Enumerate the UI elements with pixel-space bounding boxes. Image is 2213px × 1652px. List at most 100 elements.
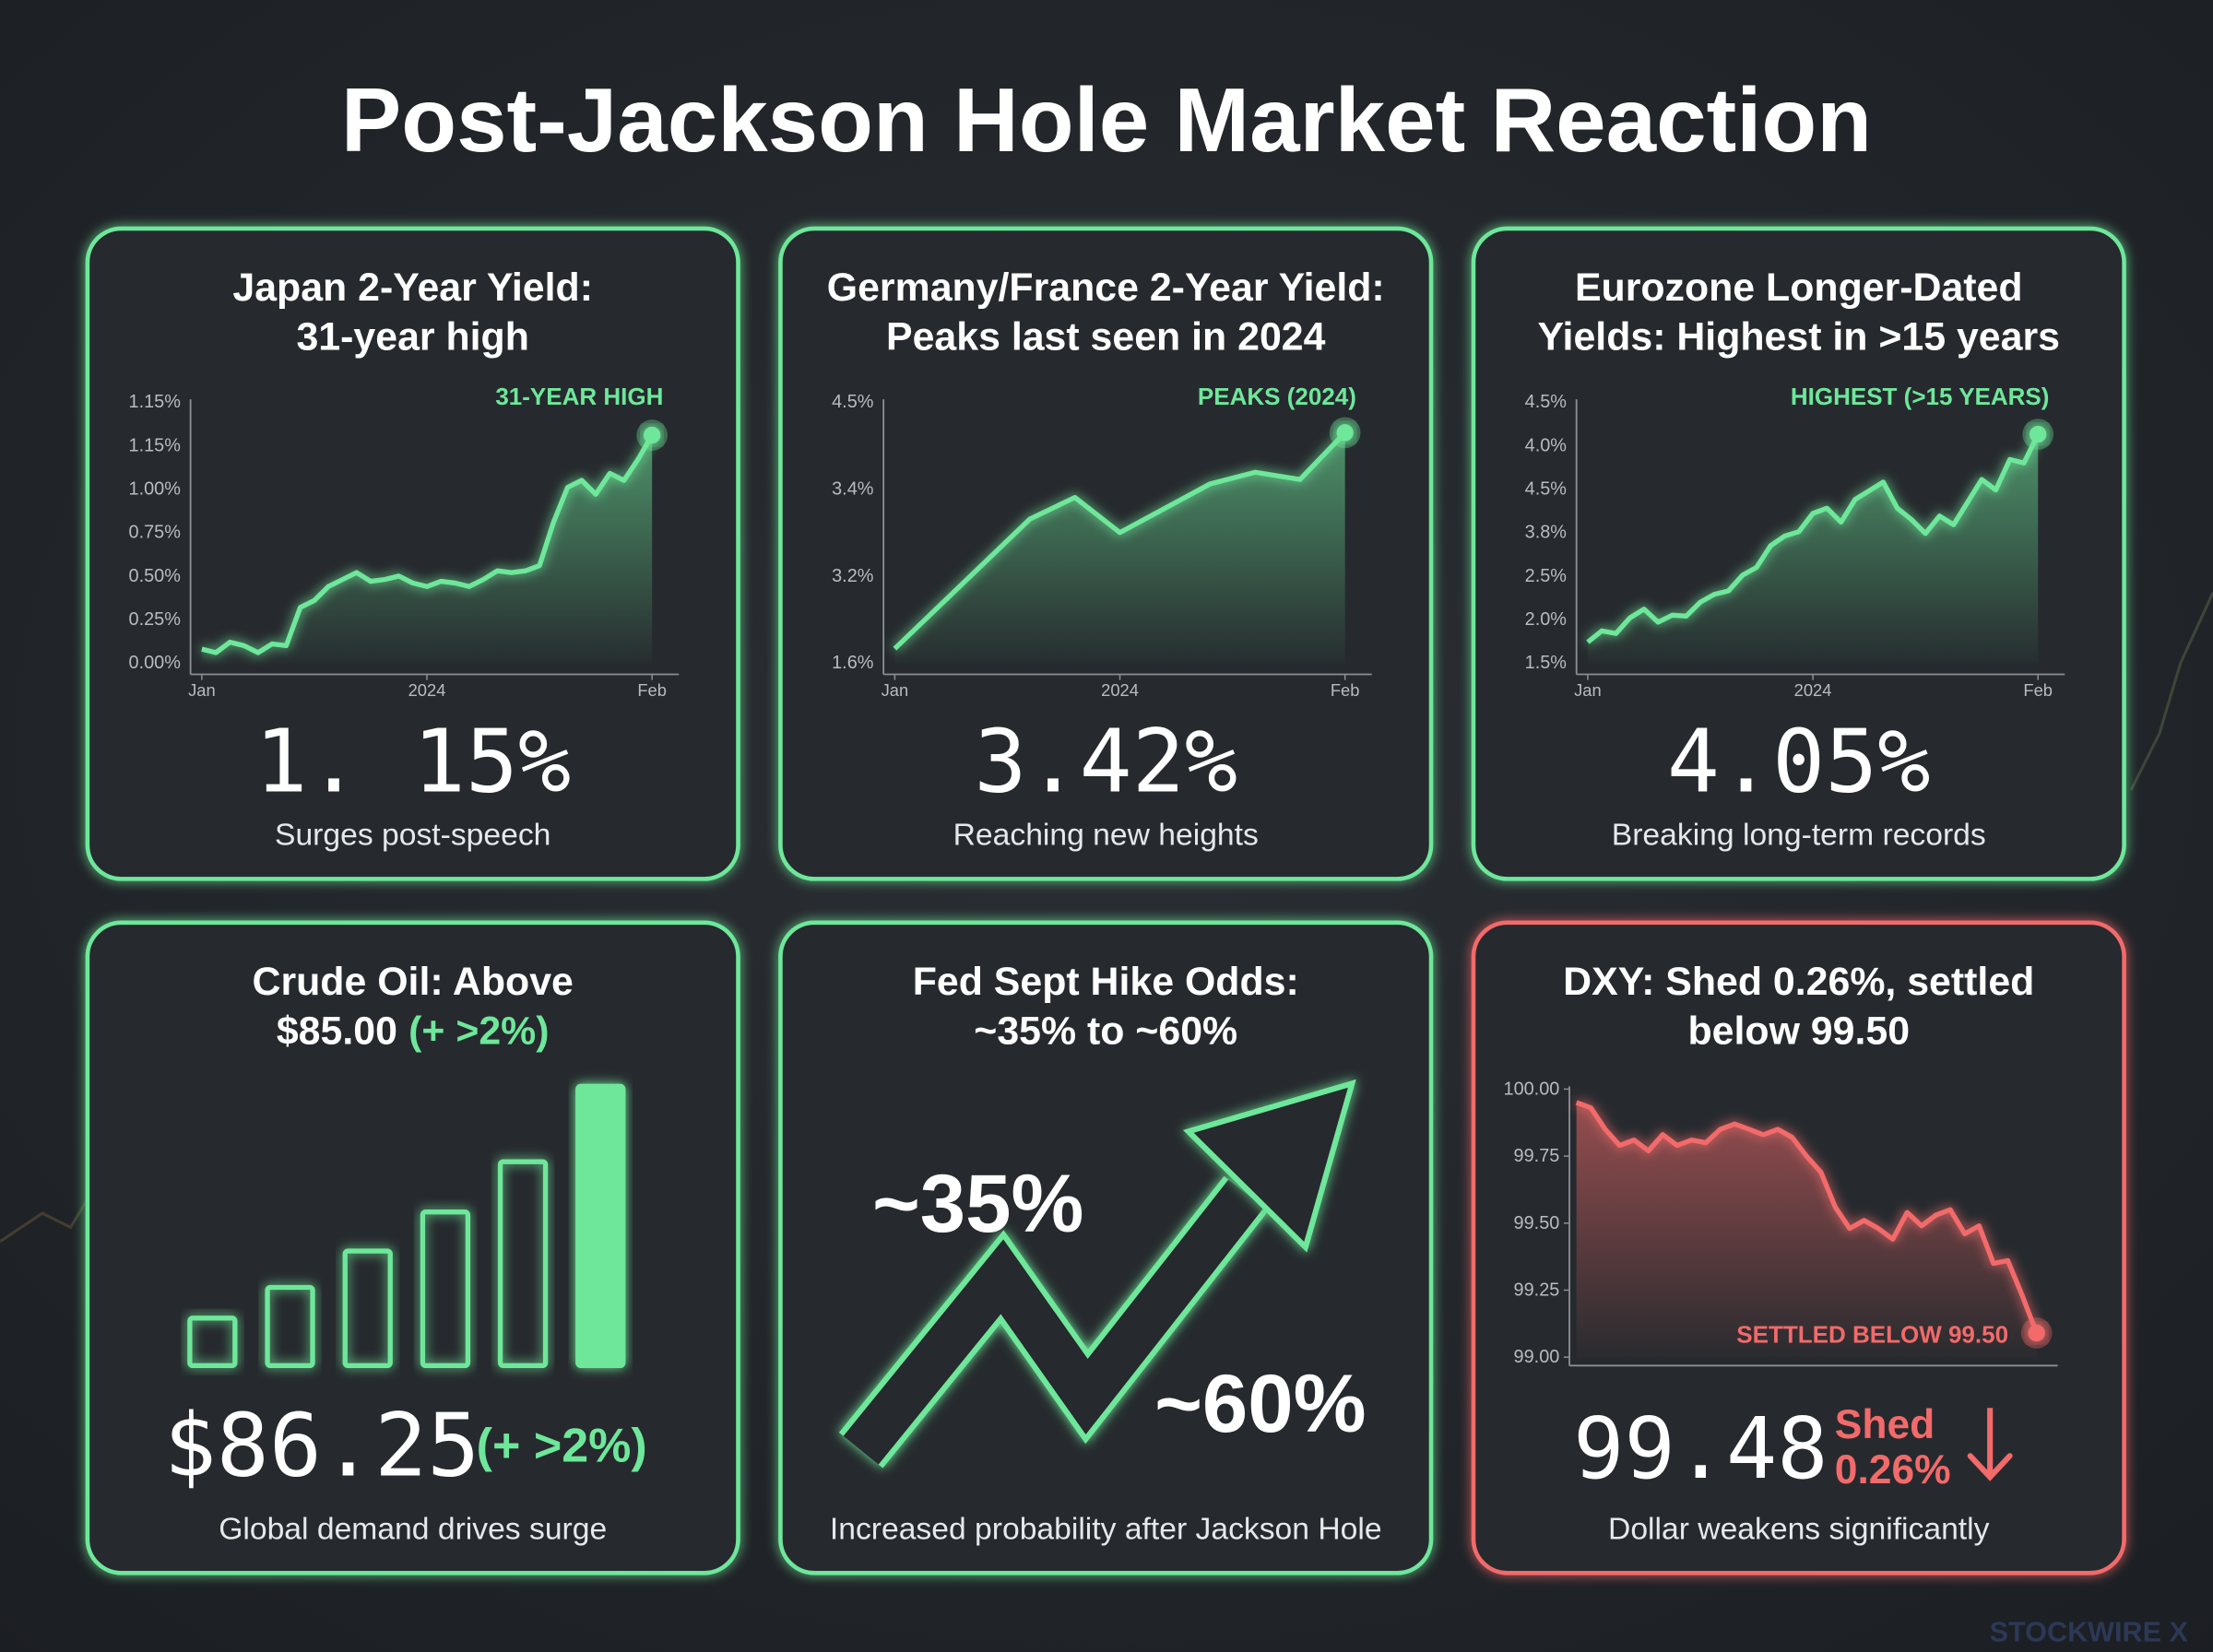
headline-value: 99.48 bbox=[1573, 1399, 1828, 1498]
y-tick-label: 1.15% bbox=[129, 435, 181, 455]
panel-title: below 99.50 bbox=[1687, 1009, 1910, 1054]
headline-value: 1. 15% bbox=[254, 711, 571, 812]
bar bbox=[420, 1210, 471, 1369]
panel-title: Crude Oil: Above bbox=[253, 960, 574, 1004]
y-tick-label: 1.5% bbox=[1525, 653, 1567, 673]
y-tick-label: 1.6% bbox=[832, 653, 873, 673]
x-tick-label: Jan bbox=[882, 680, 909, 700]
panel-subtitle: Surges post-speech bbox=[275, 818, 550, 852]
panel-title: ~35% to ~60% bbox=[974, 1009, 1237, 1054]
arrow-inner bbox=[843, 1179, 1264, 1465]
panel-title-part: $85.00 bbox=[277, 1009, 397, 1054]
x-tick-label: Jan bbox=[1574, 680, 1602, 700]
panel: Fed Sept Hike Odds: ~35% to ~60% ~35% ~60% I… bbox=[778, 920, 1434, 1575]
line bbox=[1575, 1100, 2040, 1334]
value-label: ~60% bbox=[1154, 1358, 1366, 1449]
y-tick-label: 3.2% bbox=[832, 566, 873, 586]
panel: Eurozone Longer-Dated Yields: Highest in … bbox=[1471, 226, 2126, 881]
panel-subtitle: Global demand drives surge bbox=[219, 1512, 607, 1546]
panel-subtitle: Breaking long-term records bbox=[1612, 818, 1986, 852]
y-tick-label: 0.00% bbox=[129, 653, 181, 673]
y-tick-label: 4.0% bbox=[1525, 435, 1567, 455]
panel-title: Yields: Highest in >15 years bbox=[1538, 315, 2060, 360]
line bbox=[1586, 432, 2041, 644]
y-tick-label: 100.00 bbox=[1504, 1079, 1560, 1099]
headline-value: $86.25 bbox=[164, 1396, 480, 1497]
annotation: PEAKS (2024) bbox=[1198, 383, 1356, 410]
bar bbox=[497, 1159, 549, 1369]
bar bbox=[187, 1316, 238, 1369]
change-label: 0.26% bbox=[1835, 1447, 1951, 1493]
y-tick-label: 4.5% bbox=[1525, 392, 1567, 412]
panel-title: Fed Sept Hike Odds: bbox=[913, 960, 1299, 1004]
y-tick-label: 4.5% bbox=[832, 392, 873, 412]
panel-subtitle: Dollar weakens significantly bbox=[1608, 1512, 1990, 1546]
area-fill bbox=[1587, 434, 2039, 664]
x-tick-label: Feb bbox=[1331, 680, 1360, 700]
x-tick-label: 2024 bbox=[1794, 680, 1832, 700]
annotation: SETTLED BELOW 99.50 bbox=[1736, 1321, 2008, 1349]
panel-title-note: (+ >2%) bbox=[408, 1009, 549, 1054]
panel-title: Eurozone Longer-Dated bbox=[1575, 266, 2023, 310]
panel-frame bbox=[778, 920, 1434, 1575]
y-tick-label: 2.5% bbox=[1525, 566, 1567, 586]
y-tick-label: 4.5% bbox=[1525, 479, 1567, 500]
arrow-head bbox=[1182, 1079, 1356, 1253]
headline-value: 4.05% bbox=[1667, 711, 1931, 812]
annotation: HIGHEST (>15 YEARS) bbox=[1791, 383, 2050, 410]
end-dot bbox=[2028, 1324, 2045, 1342]
y-tick-label: 99.50 bbox=[1514, 1213, 1560, 1233]
y-tick-label: 3.8% bbox=[1525, 523, 1567, 543]
line bbox=[893, 431, 1347, 651]
y-tick-label: 99.00 bbox=[1514, 1347, 1560, 1367]
y-tick-label: 99.25 bbox=[1514, 1280, 1560, 1300]
annotation: 31-YEAR HIGH bbox=[495, 383, 663, 410]
panel: Japan 2-Year Yield: 31-year high 0.00% 0.25… bbox=[85, 226, 740, 881]
panel-frame bbox=[85, 920, 740, 1575]
panel-title: Germany/France 2-Year Yield: bbox=[827, 266, 1385, 310]
down-arrow-head bbox=[1967, 1453, 2013, 1481]
x-tick-label: 2024 bbox=[408, 680, 446, 700]
area-fill bbox=[1576, 1102, 2037, 1358]
change-label: (+ >2%) bbox=[477, 1420, 647, 1473]
x-tick-label: Feb bbox=[637, 680, 667, 700]
panel-subtitle: Reaching new heights bbox=[953, 818, 1259, 852]
panel-title: DXY: Shed 0.26%, settled bbox=[1563, 960, 2034, 1004]
panel: Germany/France 2-Year Yield: Peaks last s… bbox=[778, 226, 1434, 881]
end-dot bbox=[1336, 424, 1354, 442]
panel-title: Peaks last seen in 2024 bbox=[886, 315, 1326, 360]
page-title: Post-Jackson Hole Market Reaction bbox=[341, 69, 1872, 171]
end-dot bbox=[2030, 425, 2047, 443]
panel-title: 31-year high bbox=[296, 315, 528, 360]
x-tick-label: Feb bbox=[2023, 680, 2053, 700]
panel-title: Japan 2-Year Yield: bbox=[232, 266, 593, 310]
y-tick-label: 0.25% bbox=[129, 609, 181, 630]
y-tick-label: 1.00% bbox=[129, 479, 181, 500]
y-tick-label: 0.75% bbox=[129, 523, 181, 543]
panel-title: $85.00 (+ >2%) bbox=[277, 1009, 550, 1054]
y-tick-label: 99.75 bbox=[1514, 1146, 1560, 1166]
panel: Crude Oil: Above$85.00 (+ >2%)$86.25(+ >2… bbox=[85, 920, 740, 1575]
bar bbox=[265, 1284, 315, 1369]
area-fill bbox=[201, 435, 653, 664]
end-dot bbox=[643, 426, 661, 444]
y-tick-label: 3.4% bbox=[832, 479, 873, 500]
watermark: STOCKWIRE X bbox=[1990, 1617, 2189, 1648]
area-fill bbox=[894, 432, 1345, 664]
panel-frame bbox=[85, 226, 740, 881]
headline-value: 3.42% bbox=[974, 711, 1237, 812]
x-tick-label: Jan bbox=[188, 680, 216, 700]
y-tick-label: 0.50% bbox=[129, 566, 181, 586]
panel-subtitle: Increased probability after Jackson Hole bbox=[830, 1512, 1382, 1546]
decor-line bbox=[2129, 592, 2213, 791]
line bbox=[201, 433, 655, 655]
value-label: ~35% bbox=[872, 1158, 1083, 1249]
x-tick-label: 2024 bbox=[1101, 680, 1139, 700]
bar bbox=[342, 1248, 393, 1369]
bar bbox=[575, 1083, 626, 1369]
y-tick-label: 1.15% bbox=[129, 392, 181, 412]
change-label: Shed bbox=[1835, 1402, 1935, 1447]
decor-line bbox=[0, 1198, 89, 1243]
